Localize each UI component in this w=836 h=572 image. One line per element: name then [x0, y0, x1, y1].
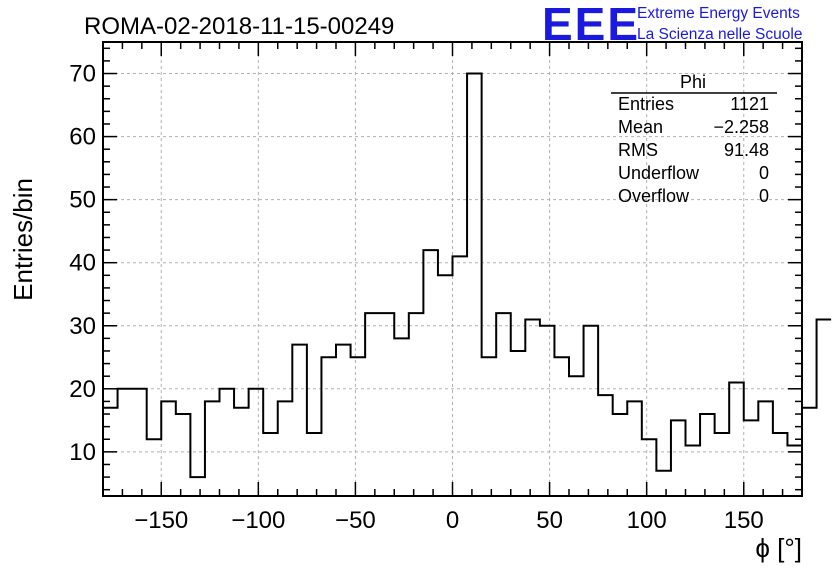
histogram-bin — [540, 326, 555, 496]
histogram-bin — [715, 433, 730, 496]
logo-line1: Extreme Energy Events — [637, 5, 800, 22]
histogram-bin — [394, 338, 409, 496]
histogram-bin — [802, 408, 817, 496]
x-axis-label: ϕ [°] — [755, 533, 802, 563]
stats-label: Entries — [618, 94, 674, 114]
histogram-bin — [307, 433, 322, 496]
histogram-bin — [642, 439, 657, 496]
histogram-bin — [205, 401, 220, 496]
histogram-bin — [598, 395, 613, 496]
histogram-bin — [627, 401, 642, 496]
logo-line2: La Scienza nelle Scuole — [637, 26, 802, 43]
histogram-bin — [234, 408, 249, 496]
histogram-bin — [220, 389, 235, 496]
stats-value: 91.48 — [724, 140, 769, 160]
histogram-bin — [176, 414, 191, 496]
histogram-bin — [365, 313, 380, 496]
histogram-bin — [409, 313, 424, 496]
stats-title: Phi — [680, 72, 706, 92]
histogram-bin — [118, 389, 133, 496]
stats-value: 0 — [759, 186, 769, 206]
histogram-bin — [467, 74, 482, 496]
histogram-bin — [423, 250, 438, 496]
axis-tick-labels: −150 −100 −50 0 50 100 150 10 20 30 40 50 60 70 — [69, 61, 763, 534]
histogram-bin — [773, 433, 788, 496]
x-tick-label: 0 — [446, 507, 459, 534]
histogram-bin — [700, 414, 715, 496]
x-tick-label: −150 — [134, 507, 188, 534]
histogram-bin — [161, 401, 176, 496]
histogram-bin — [511, 351, 526, 496]
histogram-bin — [671, 420, 686, 496]
stats-box: Phi Entries 1121 Mean −2.258 RMS 91.48 U… — [611, 72, 777, 206]
x-tick-label: 50 — [536, 507, 563, 534]
histogram-bin — [147, 439, 162, 496]
histogram-bin — [613, 414, 628, 496]
stats-label: Underflow — [618, 163, 700, 183]
histogram-bin — [686, 446, 701, 496]
histogram-bin — [438, 275, 453, 496]
y-tick-label: 30 — [69, 313, 96, 340]
histogram-bin — [758, 401, 773, 496]
x-tick-label: 100 — [627, 507, 667, 534]
x-tick-label: −50 — [335, 507, 376, 534]
histogram-bin — [351, 357, 366, 496]
histogram-bin — [656, 471, 671, 496]
stats-label: Overflow — [618, 186, 690, 206]
histogram-bin — [321, 357, 336, 496]
y-axis-label: Entries/bin — [8, 178, 38, 301]
y-tick-label: 70 — [69, 61, 96, 88]
histogram-bin — [525, 319, 540, 496]
histogram-bin — [729, 383, 744, 497]
histogram-bin — [336, 345, 351, 496]
y-tick-label: 60 — [69, 124, 96, 151]
histogram-bin — [787, 446, 802, 496]
histogram-bin — [554, 357, 569, 496]
histogram-bin — [132, 389, 147, 496]
stats-value: 1121 — [730, 94, 769, 114]
histogram-series — [103, 72, 832, 497]
histogram-bin — [482, 357, 497, 496]
histogram-bin — [263, 433, 278, 496]
y-tick-label: 50 — [69, 187, 96, 214]
y-tick-label: 40 — [69, 250, 96, 277]
histogram-bin — [453, 256, 468, 496]
y-tick-label: 20 — [69, 376, 96, 403]
histogram-bin — [496, 313, 511, 496]
histogram-bin — [380, 313, 395, 496]
histogram-bin — [817, 319, 832, 496]
stats-value: 0 — [759, 163, 769, 183]
eee-logo: EEE Extreme Energy Events La Scienza nel… — [542, 0, 802, 50]
histogram-bin — [584, 326, 599, 496]
histogram-bin — [744, 420, 759, 496]
histogram-bin — [569, 376, 584, 496]
histogram-outline — [103, 72, 832, 479]
stats-value: −2.258 — [713, 117, 769, 137]
chart-title: ROMA-02-2018-11-15-00249 — [84, 13, 394, 40]
stats-label: RMS — [618, 140, 658, 160]
histogram-bin — [292, 345, 307, 496]
x-tick-label: −100 — [231, 507, 285, 534]
histogram-bin — [278, 401, 293, 496]
stats-label: Mean — [618, 117, 663, 137]
axis-ticks — [102, 42, 803, 496]
histogram-bin — [190, 477, 205, 496]
x-tick-label: 150 — [724, 507, 764, 534]
histogram-bin — [249, 389, 264, 496]
y-tick-label: 10 — [69, 439, 96, 466]
